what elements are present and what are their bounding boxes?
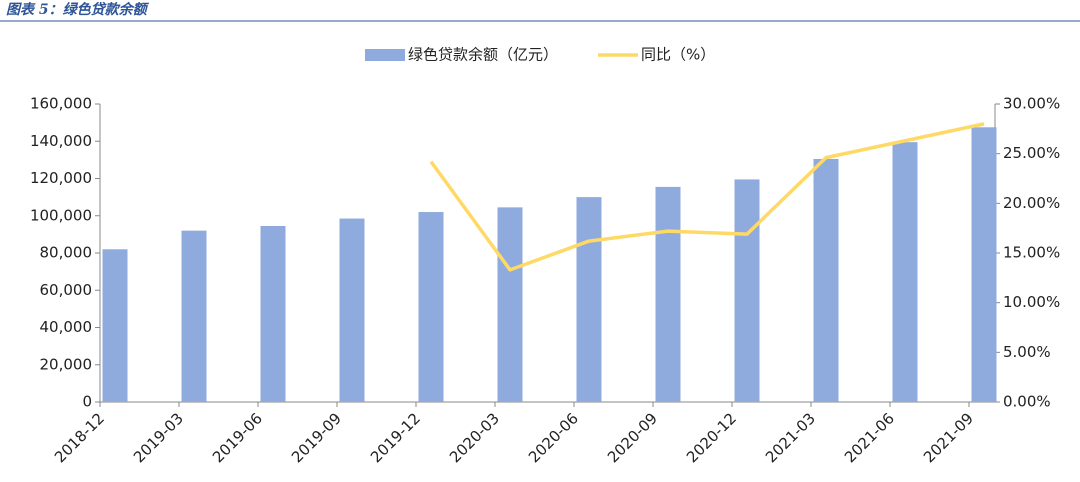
- bar: [971, 127, 997, 402]
- bar: [339, 218, 365, 402]
- x-tick-label: 2020-12: [683, 409, 740, 466]
- legend-swatch: [365, 49, 405, 61]
- chart-title: 图表 5：绿色贷款余额: [6, 1, 150, 18]
- y-tick-label: 100,000: [30, 206, 92, 224]
- y-tick-label: 160,000: [30, 95, 92, 113]
- legend-label: 绿色贷款余额（亿元）: [408, 46, 558, 64]
- x-tick-label: 2021-03: [762, 409, 819, 466]
- y2-tick-label: 5.00%: [1003, 343, 1051, 361]
- bar: [181, 230, 207, 402]
- line: [429, 122, 985, 272]
- y2-tick-label: 30.00%: [1003, 95, 1060, 113]
- bar: [813, 158, 839, 402]
- y2-tick-label: 0.00%: [1003, 393, 1051, 411]
- y2-tick-label: 25.00%: [1003, 144, 1060, 162]
- y-tick-label: 80,000: [40, 244, 93, 262]
- y-tick-label: 0: [82, 393, 92, 411]
- bar: [418, 212, 444, 402]
- x-tick-label: 2018-12: [51, 409, 108, 466]
- y-tick-label: 40,000: [40, 318, 93, 336]
- x-tick-label: 2021-06: [841, 409, 898, 466]
- x-tick-label: 2019-12: [367, 409, 424, 466]
- y-tick-label: 20,000: [40, 355, 93, 373]
- bar: [497, 207, 523, 402]
- x-tick-label: 2020-09: [604, 409, 661, 466]
- x-tick-label: 2020-03: [446, 409, 503, 466]
- y2-tick-label: 10.00%: [1003, 293, 1060, 311]
- x-tick-label: 2020-06: [525, 409, 582, 466]
- x-tick-label: 2019-09: [288, 409, 345, 466]
- x-tick-label: 2019-03: [130, 409, 187, 466]
- y-tick-label: 60,000: [40, 281, 93, 299]
- y2-tick-label: 15.00%: [1003, 244, 1060, 262]
- y-tick-label: 140,000: [30, 132, 92, 150]
- y-tick-label: 120,000: [30, 169, 92, 187]
- bar: [576, 197, 602, 402]
- bar: [655, 186, 681, 402]
- bar: [102, 249, 128, 402]
- bar: [260, 225, 286, 402]
- legend-label: 同比（%）: [641, 46, 715, 64]
- bar: [892, 142, 918, 402]
- y2-tick-label: 20.00%: [1003, 194, 1060, 212]
- x-tick-label: 2019-06: [209, 409, 266, 466]
- x-tick-label: 2021-09: [920, 409, 977, 466]
- bar: [734, 179, 760, 402]
